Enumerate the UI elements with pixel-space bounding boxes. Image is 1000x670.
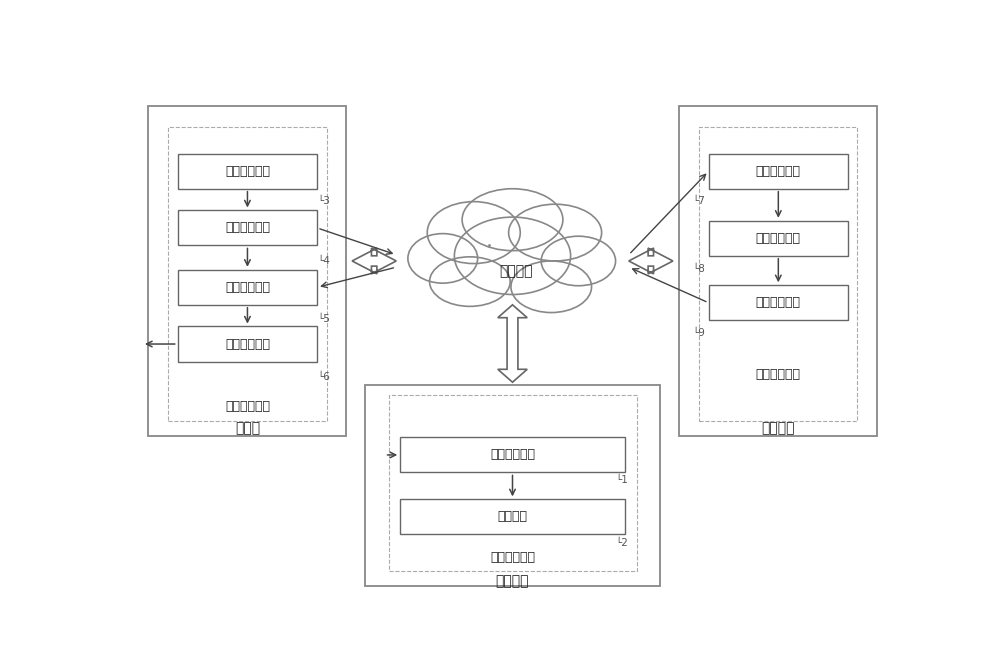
Polygon shape — [352, 248, 396, 274]
Text: 异构网络: 异构网络 — [500, 264, 533, 278]
Text: └9: └9 — [692, 328, 705, 338]
Bar — [178, 210, 317, 245]
Ellipse shape — [408, 234, 478, 283]
Text: 第二接收装置: 第二接收装置 — [225, 281, 270, 293]
Text: 第三接收装置: 第三接收装置 — [756, 165, 801, 178]
Text: └5: └5 — [317, 314, 330, 324]
Text: 目标基站: 目标基站 — [762, 421, 795, 436]
Text: └6: └6 — [317, 372, 330, 382]
Text: 第二辅助装置: 第二辅助装置 — [756, 368, 801, 381]
Bar — [388, 395, 637, 571]
Text: └1: └1 — [615, 475, 628, 485]
Bar — [168, 127, 326, 421]
Bar — [679, 106, 877, 436]
Text: 第四发送装置: 第四发送装置 — [756, 296, 801, 310]
Bar — [148, 106, 346, 436]
Bar — [698, 127, 857, 421]
Text: 第一接收装置: 第一接收装置 — [490, 448, 535, 462]
Bar — [365, 385, 660, 586]
Ellipse shape — [454, 217, 571, 295]
Text: 第一发送装置: 第一发送装置 — [225, 222, 270, 234]
Text: 第一连接装置: 第一连接装置 — [490, 551, 535, 564]
Text: 用户设备: 用户设备 — [496, 574, 529, 588]
Ellipse shape — [509, 204, 602, 261]
Polygon shape — [629, 248, 673, 274]
Bar — [400, 499, 625, 535]
Bar — [178, 326, 317, 362]
Ellipse shape — [462, 189, 563, 251]
Ellipse shape — [427, 202, 520, 263]
Text: 第二确定装置: 第二确定装置 — [756, 232, 801, 245]
Text: └2: └2 — [615, 538, 628, 548]
Bar — [709, 285, 848, 320]
Text: 第一确定装置: 第一确定装置 — [225, 165, 270, 178]
Bar — [400, 438, 625, 472]
Bar — [178, 270, 317, 305]
Text: └7: └7 — [692, 196, 705, 206]
Bar — [709, 153, 848, 189]
Bar — [178, 153, 317, 189]
Text: 第二发送装置: 第二发送装置 — [225, 338, 270, 350]
Text: 源基站: 源基站 — [235, 421, 260, 436]
Text: 连接装置: 连接装置 — [498, 511, 528, 523]
Bar — [709, 220, 848, 256]
Ellipse shape — [430, 257, 510, 306]
Text: └3: └3 — [317, 196, 330, 206]
Text: 第一辅助装置: 第一辅助装置 — [225, 400, 270, 413]
Polygon shape — [498, 305, 527, 382]
Ellipse shape — [511, 261, 592, 312]
Text: └8: └8 — [692, 263, 705, 273]
Text: └4: └4 — [317, 256, 330, 266]
Ellipse shape — [541, 237, 616, 285]
